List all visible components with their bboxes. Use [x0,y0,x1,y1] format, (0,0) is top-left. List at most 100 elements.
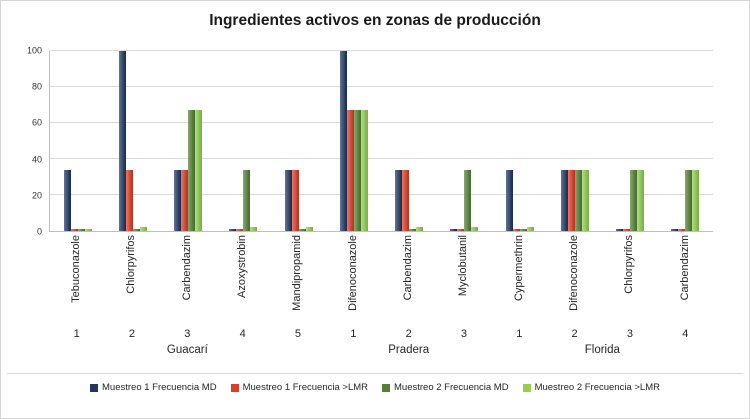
category-cell: Difenoconazole [326,235,381,328]
bar [464,169,472,231]
bar [339,51,347,231]
category-number: 1 [516,328,523,340]
plot-wrap: 0 20 40 60 80 100 [11,46,713,236]
legend-label: Muestreo 1 Frecuencia >LMR [242,382,368,393]
zone-label: Guacarí [166,344,208,356]
bar [512,229,520,231]
category-label: Chlorpyrifos [125,235,138,294]
category-cell: Azoxystrobin [215,235,270,328]
bar-group-difenoconazole [547,51,602,231]
bar [305,227,313,231]
bar [346,110,354,231]
gridline [50,50,713,51]
bar [229,229,237,231]
category-cell: Carbendazim [160,235,215,328]
bar-group-carbendazim [658,51,713,231]
bar [243,169,251,231]
bar [84,229,92,231]
category-number: 1 [350,328,357,340]
category-label: Chlorpyrifos [623,235,636,294]
y-tick-label: 0 [36,226,42,237]
legend-item: Muestreo 1 Frecuencia MD [90,382,217,393]
legend: Muestreo 1 Frecuencia MD Muestreo 1 Frecu… [7,373,743,393]
legend-swatch-icon [522,383,531,392]
category-number: 4 [682,328,689,340]
bar-group-chlorpyrifos [603,51,658,231]
category-number: 1 [73,328,80,340]
zone-label: Florida [584,344,620,356]
y-tick-label: 80 [31,81,42,92]
category-cell: Chlorpyrifos [104,235,159,328]
category-number: 2 [128,328,136,340]
bar [574,169,582,231]
gridline [50,122,713,123]
legend-swatch-icon [90,383,99,392]
bar [637,169,645,231]
category-number: 2 [571,328,578,340]
category-number: 4 [239,328,246,340]
bar [188,110,196,231]
chart-title: Ingredientes activos en zonas de producc… [209,12,541,29]
category-cell: Cypermethrin [492,235,547,328]
x-axis-zone-labels: Guacarí Pradera Florida [49,344,713,360]
category-number: 3 [460,328,468,340]
bar-group-tebuconazole [50,51,105,231]
bar [395,169,403,231]
bar [236,229,244,231]
category-number: 3 [184,328,191,340]
category-label: Carbendazim [402,235,415,301]
bar [174,169,182,231]
bar [63,169,71,231]
bar [581,169,589,231]
gridline [50,86,713,87]
gridline [50,194,713,195]
y-tick-label: 40 [31,154,42,165]
y-tick-label: 60 [31,117,42,128]
legend-label: Muestreo 2 Frecuencia >LMR [534,382,660,393]
bars-area [50,51,713,231]
y-tick-label: 100 [26,45,42,56]
plot-area [49,50,713,232]
bar [678,229,686,231]
bar [505,169,513,231]
category-number: 5 [294,328,302,340]
category-label: Cypermethrin [512,235,525,302]
bar-group-azoxystrobin [216,51,271,231]
category-label: Mandipropamid [291,235,304,311]
bar [118,51,126,231]
bar-group-difenoconazole [326,51,381,231]
bar [616,229,624,231]
category-label: Difenoconazole [568,235,581,311]
bar-group-carbendazim [161,51,216,231]
bar [471,227,479,231]
category-cell: Carbendazim [658,235,713,328]
legend-item: Muestreo 2 Frecuencia >LMR [522,382,660,393]
bar-group-mandipropamid [271,51,326,231]
bar [630,169,638,231]
category-label: Tebuconazole [70,235,83,303]
bar-group-carbendazim [382,51,437,231]
category-cell: Difenoconazole [547,235,602,328]
category-cell: Tebuconazole [49,235,104,328]
bar [671,229,679,231]
bar [567,169,575,231]
bar [132,229,140,231]
category-label: Myclobutanil [457,235,470,297]
category-cell: Chlorpyrifos [602,235,657,328]
category-number: 2 [405,328,412,340]
x-axis-category-labels: Tebuconazole Chlorpyrifos Carbendazim Azoxy… [49,235,713,328]
bar [125,169,133,231]
bar [623,229,631,231]
legend-swatch-icon [230,383,239,392]
bar [284,169,292,231]
bar [139,227,147,231]
legend-swatch-icon [382,383,390,392]
gridline [50,158,713,159]
category-label: Difenoconazole [346,235,359,311]
category-label: Carbendazim [678,235,691,301]
category-cell: Mandipropamid [270,235,325,328]
category-cell: Carbendazim [381,235,436,328]
category-label: Carbendazim [180,235,193,301]
bar [519,229,527,231]
legend-item: Muestreo 1 Frecuencia >LMR [230,382,368,393]
